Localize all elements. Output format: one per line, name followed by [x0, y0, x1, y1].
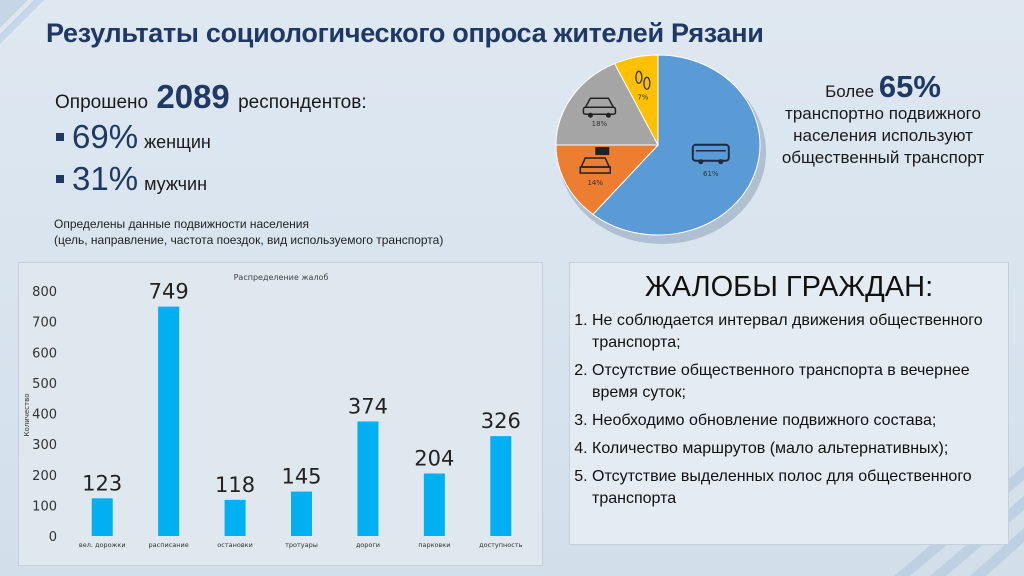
bus-icon [691, 143, 730, 165]
share-prefix: Более [825, 82, 875, 101]
surveyed-prefix: Опрошено [55, 92, 149, 113]
men-share: 31% мужчин [56, 160, 207, 198]
page-title: Результаты социологического опроса жител… [46, 18, 764, 48]
x-tick-label: доступность [479, 541, 523, 549]
pie-slice [555, 144, 660, 216]
mobility-note: Определены данные подвижности населения … [54, 216, 443, 248]
complaint-item: Не соблюдается интервал движения обществ… [592, 310, 1008, 354]
pie-slice-label: 18% [592, 120, 608, 128]
x-tick-label: тротуары [285, 541, 318, 549]
women-label: женщин [144, 132, 211, 152]
x-tick-label: расписание [149, 541, 189, 549]
bar-value-label: 374 [348, 394, 388, 418]
y-tick-label: 500 [32, 377, 57, 392]
bar [357, 421, 379, 536]
y-tick-label: 600 [32, 346, 57, 361]
y-tick-label: 200 [32, 469, 57, 484]
share-percent: 65% [878, 69, 941, 104]
women-share: 69% женщин [56, 118, 211, 156]
mobility-line-2: (цель, направление, частота поездок, вид… [54, 233, 444, 247]
transport-pie-chart: 61% 14% 18% 7% [555, 54, 766, 244]
bar [224, 499, 246, 536]
bar [490, 436, 512, 536]
y-tick-label: 0 [49, 530, 57, 545]
x-tick-label: парковки [418, 541, 450, 549]
chart-title: Распределение жалоб [234, 273, 329, 282]
women-percent: 69% [72, 118, 139, 155]
pie-slice-label: 7% [637, 93, 648, 101]
pie-slice-label: 61% [703, 170, 719, 178]
taxi-icon [579, 147, 611, 174]
respondent-count: 2089 [156, 78, 230, 115]
mobility-line-1: Определены данные подвижности населения [54, 217, 309, 231]
pie-slice-label: 14% [587, 179, 603, 187]
bar-value-label: 204 [414, 447, 454, 471]
x-tick-label: вел. дорожки [79, 541, 126, 549]
y-tick-label: 300 [32, 438, 57, 453]
complaint-item: Отсутствие общественного транспорта в ве… [592, 360, 1008, 404]
bar [158, 306, 180, 536]
bar [423, 473, 445, 536]
bullet-icon [56, 175, 64, 184]
corner-decoration-top [0, 0, 44, 44]
y-tick-label: 100 [32, 499, 57, 514]
complaint-item: Количество маршрутов (мало альтернативны… [592, 438, 1008, 460]
men-percent: 31% [72, 160, 139, 197]
transport-share-text: Более 65% транспортно подвижного населен… [772, 71, 994, 169]
complaints-list: Не соблюдается интервал движения обществ… [570, 310, 1008, 510]
bar-value-label: 123 [82, 471, 122, 495]
pie-slice [555, 62, 659, 146]
men-label: мужчин [144, 174, 208, 194]
y-tick-label: 700 [32, 316, 57, 331]
surveyed-suffix: респондентов: [238, 92, 367, 113]
bar [291, 491, 312, 536]
bar-value-label: 326 [481, 409, 521, 433]
bar-value-label: 749 [149, 280, 189, 304]
complaints-bar-chart: Распределение жалоб Количество 0 100 200 30… [18, 262, 543, 566]
bar [91, 498, 113, 536]
x-tick-label: остановки [217, 541, 253, 549]
footprints-icon [635, 70, 651, 90]
y-tick-label: 400 [32, 408, 57, 423]
complaints-heading: ЖАЛОБЫ ГРАЖДАН: [644, 271, 934, 303]
x-tick-label: дороги [356, 541, 380, 549]
surveyed-line: Опрошено 2089 респондентов: [55, 78, 367, 116]
complaints-panel: ЖАЛОБЫ ГРАЖДАН: Не соблюдается интервал … [569, 262, 1009, 545]
car-icon [582, 97, 617, 118]
y-axis-label: Количество [23, 393, 31, 436]
y-tick-label: 800 [32, 285, 57, 300]
bar-value-label: 118 [215, 473, 255, 497]
complaint-item: Необходимо обновление подвижного состава… [592, 410, 1008, 432]
bar-value-label: 145 [281, 465, 321, 489]
pie-slice [592, 54, 761, 236]
share-description: транспортно подвижного населения использ… [781, 104, 985, 167]
bullet-icon [56, 133, 64, 142]
complaint-item: Отсутствие выделенных полос для обществе… [592, 466, 1008, 510]
